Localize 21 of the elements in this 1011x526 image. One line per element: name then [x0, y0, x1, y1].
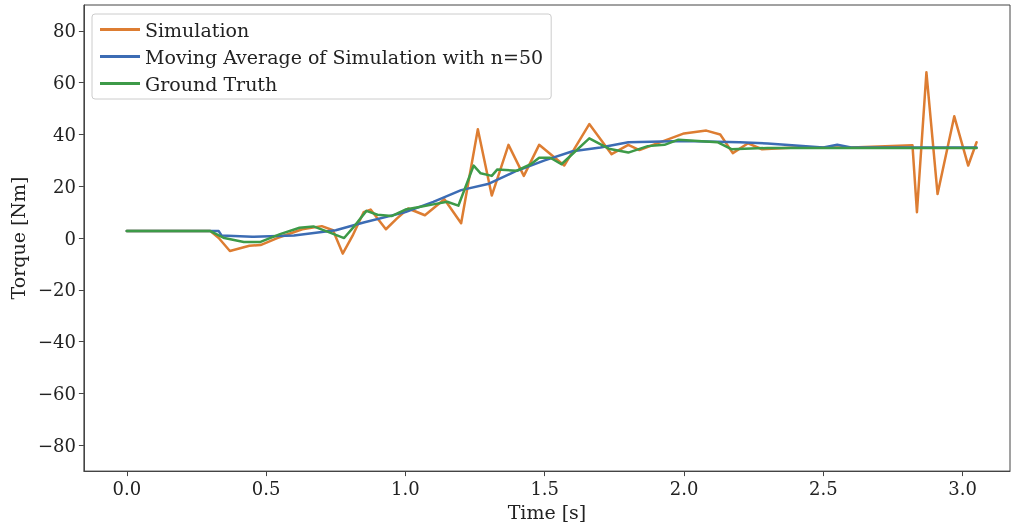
y-tick-label: 20: [52, 175, 76, 197]
x-tick-label: 1.5: [530, 477, 560, 499]
x-tick-label: 2.5: [809, 477, 838, 499]
y-tick-label: −60: [37, 382, 76, 404]
y-tick-label: −40: [37, 331, 76, 353]
y-axis-title: Torque [Nm]: [6, 176, 29, 300]
y-tick-label: 60: [52, 72, 76, 94]
x-tick-label: 2.0: [669, 477, 699, 499]
y-tick-label: 0: [64, 227, 76, 249]
y-tick-label: 40: [52, 123, 76, 145]
y-tick-label: −20: [37, 279, 76, 301]
y-tick-label: 80: [52, 20, 76, 42]
x-axis-title: Time [s]: [507, 500, 587, 523]
legend-label: Ground Truth: [145, 72, 278, 95]
y-tick-label: −80: [37, 434, 76, 456]
legend-label: Moving Average of Simulation with n=50: [145, 45, 544, 68]
x-tick-label: 1.0: [391, 477, 420, 499]
x-tick-label: 3.0: [948, 477, 977, 499]
legend-label: Simulation: [145, 18, 250, 41]
x-tick-label: 0.5: [251, 477, 281, 499]
x-tick-label: 0.0: [112, 477, 142, 499]
